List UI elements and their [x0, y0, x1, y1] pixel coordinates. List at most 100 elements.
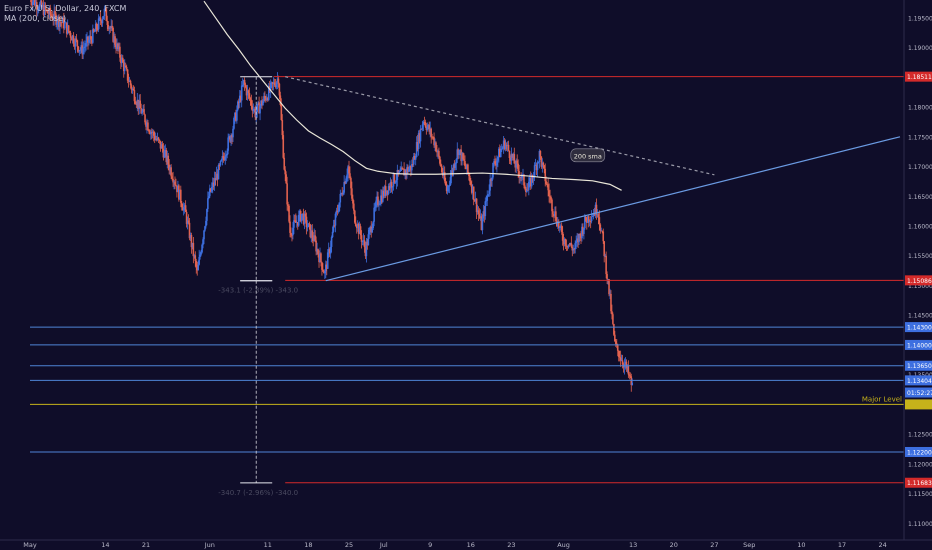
- candle-body: [180, 202, 183, 208]
- price-tag[interactable]: [905, 322, 932, 333]
- candle-body: [562, 240, 565, 245]
- candle-body: [560, 225, 563, 233]
- candle-body: [46, 9, 49, 14]
- measure-label: -343.1 (-2.89%) -343.0: [218, 287, 298, 295]
- candle-body: [223, 157, 226, 160]
- candle-body: [177, 185, 179, 193]
- candle-body: [159, 140, 162, 149]
- candle-body: [172, 178, 174, 183]
- candle-body: [620, 360, 623, 362]
- candle-body: [238, 95, 241, 103]
- candle-body: [286, 183, 288, 205]
- price-axis[interactable]: 1.195001.190001.185001.180001.175001.170…: [903, 0, 932, 540]
- candle-body: [484, 201, 487, 217]
- candle-body: [615, 341, 617, 344]
- candle-body: [334, 213, 337, 226]
- price-tag[interactable]: [905, 339, 932, 350]
- candle-body: [540, 156, 543, 167]
- candle-body: [140, 108, 142, 114]
- candle-body: [341, 193, 344, 195]
- price-tag[interactable]: [905, 446, 932, 457]
- major-level-tag[interactable]: [905, 399, 932, 410]
- candle-body: [470, 184, 473, 193]
- candle-body: [92, 29, 94, 43]
- candle-body: [292, 227, 294, 236]
- candle-body: [308, 223, 311, 225]
- candle-body: [228, 136, 230, 138]
- candle-body: [325, 264, 328, 269]
- candle-body: [566, 246, 569, 248]
- candle-body: [64, 22, 67, 24]
- candle-body: [457, 149, 460, 155]
- candle-body: [354, 222, 357, 226]
- price-tag[interactable]: [905, 360, 932, 371]
- candle-body: [321, 262, 323, 270]
- candle-body: [315, 240, 317, 252]
- candle-body: [631, 382, 634, 385]
- candle-body: [45, 9, 48, 11]
- time-tick-label: 14: [101, 541, 109, 549]
- candle-body: [331, 231, 334, 238]
- candle-body: [137, 99, 140, 109]
- candle-body: [362, 240, 365, 242]
- candle-body: [238, 101, 240, 103]
- candle-body: [110, 25, 112, 29]
- price-tag-label: 1.12200: [907, 449, 932, 456]
- candle-body: [544, 168, 547, 182]
- candle-body: [163, 151, 166, 158]
- candle-body: [196, 267, 199, 271]
- candle-body: [296, 222, 299, 226]
- candle-body: [545, 181, 547, 184]
- candle-body: [222, 156, 225, 158]
- time-tick-label: 11: [264, 541, 272, 549]
- candle-body: [589, 220, 592, 222]
- candle-body: [410, 165, 412, 171]
- indicator-label[interactable]: MA (200, close): [4, 14, 67, 23]
- candle-body: [232, 128, 234, 138]
- candle-body: [550, 196, 552, 200]
- candle-body: [396, 170, 399, 180]
- price-tag[interactable]: [905, 275, 932, 286]
- candle-body: [606, 274, 608, 280]
- price-tick-label: 1.16500: [908, 194, 932, 201]
- candle-body: [97, 18, 100, 30]
- candle-body: [527, 189, 529, 191]
- candle-body: [459, 149, 461, 151]
- candle-body: [615, 343, 618, 345]
- candle-body: [158, 139, 161, 141]
- candle-body: [599, 224, 602, 231]
- trendline-solid[interactable]: [325, 136, 901, 282]
- candle-body: [428, 124, 431, 132]
- price-tag[interactable]: [905, 477, 932, 488]
- candle-body: [215, 173, 218, 181]
- symbol-title[interactable]: Euro Fx/U.S. Dollar, 240, FXCM: [4, 4, 127, 13]
- candle-body: [377, 196, 379, 205]
- candle-body: [290, 232, 292, 236]
- candle-body: [523, 174, 525, 186]
- candle-body: [317, 249, 319, 255]
- candle-body: [252, 109, 255, 111]
- candle-body: [189, 234, 192, 239]
- price-tag[interactable]: [905, 387, 932, 398]
- candle-body: [555, 211, 557, 221]
- price-tick-label: 1.11000: [908, 521, 932, 528]
- candle-body: [617, 350, 620, 357]
- candle-body: [68, 31, 71, 33]
- candle-body: [265, 97, 267, 101]
- candle-body: [486, 195, 489, 201]
- price-tick-label: 1.11500: [908, 491, 932, 498]
- price-tag[interactable]: [905, 71, 932, 82]
- trendline-dashed[interactable]: [285, 76, 715, 176]
- candle-body: [433, 137, 435, 146]
- candle-body: [430, 128, 432, 137]
- time-axis[interactable]: May 14 21 Jun 11 18 25 Jul 9 16 23 Aug 13 20 27 Sep 10 17…: [0, 539, 932, 550]
- candle-body: [594, 204, 597, 216]
- candle-body: [525, 188, 527, 192]
- candle-body: [429, 128, 431, 132]
- sma-200-line[interactable]: [203, 0, 622, 191]
- candle-body: [480, 216, 483, 231]
- time-tick-label: 18: [304, 541, 312, 549]
- major-level-label: Major Level: [862, 395, 902, 403]
- price-tag[interactable]: [905, 375, 932, 386]
